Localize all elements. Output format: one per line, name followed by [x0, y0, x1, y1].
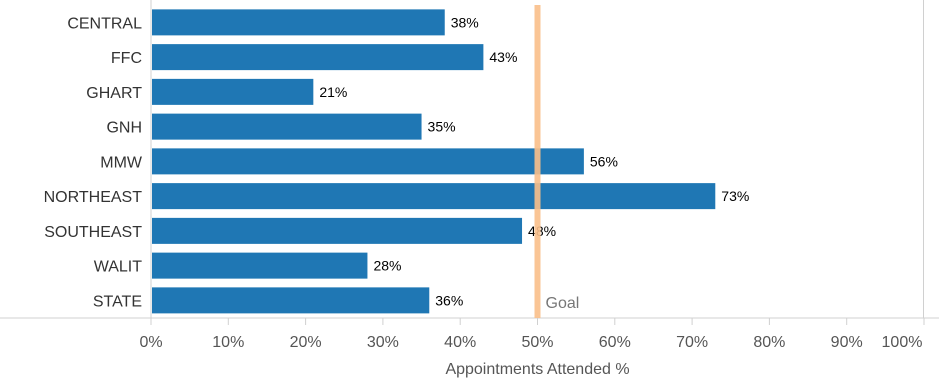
- x-tick-label: 50%: [521, 334, 553, 351]
- value-label-walit: 28%: [373, 258, 401, 274]
- category-label-ghart: GHART: [86, 85, 142, 102]
- goal-reference: Goal: [534, 5, 580, 318]
- bar-walit: [152, 252, 368, 279]
- category-label-walit: WALIT: [94, 259, 143, 276]
- x-tick-label: 70%: [676, 334, 708, 351]
- category-label-state: STATE: [93, 293, 142, 310]
- x-tick-label: 60%: [599, 334, 631, 351]
- bar-central: [152, 9, 445, 36]
- category-label-gnh: GNH: [106, 120, 142, 137]
- x-axis-title: Appointments Attended %: [445, 361, 629, 378]
- goal-line: [534, 5, 541, 318]
- category-label-central: CENTRAL: [67, 15, 142, 32]
- value-label-ffc: 43%: [489, 49, 517, 65]
- bar-mmw: [152, 148, 584, 175]
- x-tick-label: 80%: [753, 334, 785, 351]
- category-labels: CENTRAL FFC GHART GNH MMW NORTHEAST SOUTHEAST W…: [44, 15, 143, 310]
- bar-southeast: [152, 217, 523, 244]
- x-tick-label: 10%: [212, 334, 244, 351]
- x-tick-label: 100%: [882, 334, 923, 351]
- category-label-ffc: FFC: [111, 50, 142, 67]
- x-tick-label: 90%: [831, 334, 863, 351]
- bar-ffc: [152, 44, 484, 71]
- x-tick-label: 40%: [444, 334, 476, 351]
- category-label-southeast: SOUTHEAST: [44, 224, 142, 241]
- category-label-mmw: MMW: [100, 154, 143, 171]
- value-label-northeast: 73%: [721, 188, 749, 204]
- value-label-southeast: 48%: [528, 223, 556, 239]
- bars: [152, 9, 716, 314]
- value-label-ghart: 21%: [319, 84, 347, 100]
- goal-label: Goal: [546, 295, 580, 312]
- x-tick-label: 20%: [290, 334, 322, 351]
- x-axis: 0% 10% 20% 30% 40% 50% 60% 70% 80% 90% 100%: [0, 0, 939, 351]
- bar-ghart: [152, 78, 314, 105]
- category-label-northeast: NORTHEAST: [44, 189, 143, 206]
- bar-northeast: [152, 183, 716, 210]
- bar-gnh: [152, 113, 422, 140]
- value-label-state: 36%: [435, 292, 463, 308]
- value-label-mmw: 56%: [590, 153, 618, 169]
- bar-state: [152, 287, 430, 314]
- x-tick-label: 0%: [139, 334, 162, 351]
- value-label-gnh: 35%: [428, 119, 456, 135]
- value-label-central: 38%: [451, 14, 479, 30]
- x-tick-label: 30%: [367, 334, 399, 351]
